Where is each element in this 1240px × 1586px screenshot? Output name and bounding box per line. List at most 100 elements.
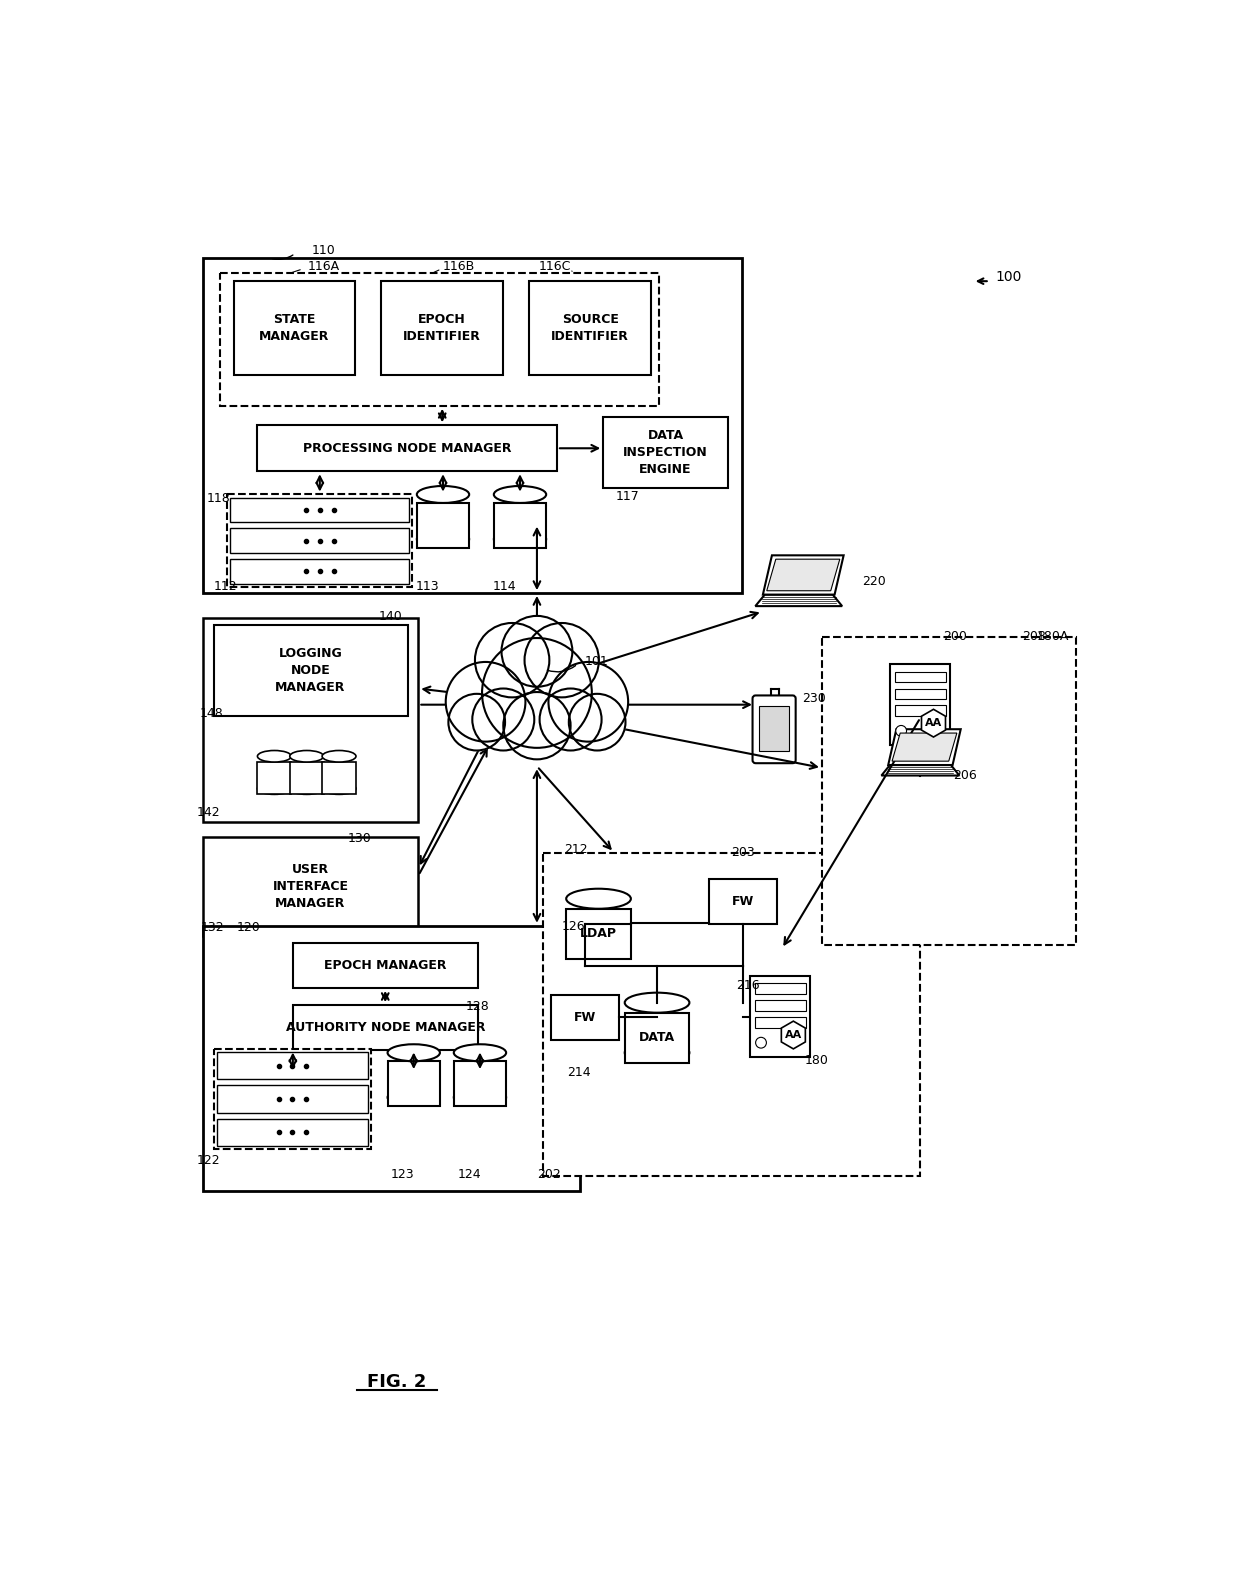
Polygon shape [892, 733, 957, 761]
Circle shape [475, 623, 549, 698]
FancyBboxPatch shape [755, 1017, 806, 1028]
Text: 220: 220 [862, 576, 887, 588]
Text: DATA: DATA [639, 1031, 675, 1044]
Text: 216: 216 [737, 979, 760, 993]
Polygon shape [755, 595, 842, 606]
Text: 128: 128 [466, 1001, 490, 1013]
Circle shape [449, 693, 505, 750]
Text: 117: 117 [616, 490, 640, 503]
FancyBboxPatch shape [231, 560, 409, 584]
FancyBboxPatch shape [895, 706, 946, 717]
Ellipse shape [454, 1044, 506, 1061]
Polygon shape [882, 764, 960, 776]
Circle shape [755, 1037, 766, 1048]
FancyBboxPatch shape [417, 503, 469, 547]
Polygon shape [781, 1021, 805, 1048]
FancyBboxPatch shape [233, 281, 355, 376]
Ellipse shape [290, 783, 324, 795]
FancyBboxPatch shape [625, 1013, 689, 1063]
Circle shape [501, 615, 573, 687]
FancyBboxPatch shape [543, 853, 920, 1175]
FancyBboxPatch shape [290, 761, 324, 795]
Text: 122: 122 [197, 1155, 221, 1167]
FancyBboxPatch shape [257, 425, 557, 471]
Text: 200: 200 [944, 630, 967, 644]
FancyBboxPatch shape [322, 761, 356, 795]
FancyBboxPatch shape [750, 975, 810, 1056]
FancyBboxPatch shape [213, 1048, 372, 1148]
Text: 180A: 180A [1037, 630, 1069, 644]
FancyBboxPatch shape [890, 665, 950, 745]
Ellipse shape [567, 888, 631, 909]
Text: DATA
INSPECTION
ENGINE: DATA INSPECTION ENGINE [624, 430, 708, 476]
Ellipse shape [388, 1044, 440, 1061]
Circle shape [445, 661, 526, 742]
Polygon shape [921, 709, 945, 737]
Text: 113: 113 [415, 580, 439, 593]
Text: 208: 208 [1023, 630, 1047, 644]
FancyBboxPatch shape [258, 761, 291, 795]
Text: FW: FW [574, 1010, 595, 1025]
FancyBboxPatch shape [217, 1052, 368, 1078]
FancyBboxPatch shape [203, 617, 418, 822]
Ellipse shape [322, 750, 356, 761]
Ellipse shape [625, 1042, 689, 1063]
Text: 116B: 116B [443, 260, 475, 273]
Ellipse shape [258, 783, 291, 795]
FancyBboxPatch shape [753, 695, 796, 763]
Text: AUTHORITY NODE MANAGER: AUTHORITY NODE MANAGER [285, 1021, 485, 1034]
FancyBboxPatch shape [231, 498, 409, 522]
Text: 118: 118 [206, 492, 231, 504]
Text: 110: 110 [311, 244, 336, 257]
Ellipse shape [417, 531, 469, 547]
FancyBboxPatch shape [227, 495, 412, 587]
Text: FIG. 2: FIG. 2 [367, 1373, 427, 1391]
Circle shape [525, 623, 599, 698]
Text: 112: 112 [215, 580, 238, 593]
Text: 148: 148 [200, 707, 224, 720]
FancyBboxPatch shape [388, 1061, 440, 1105]
Text: 212: 212 [564, 842, 588, 856]
Text: 130: 130 [348, 833, 372, 845]
Polygon shape [763, 555, 843, 595]
FancyBboxPatch shape [759, 706, 789, 750]
Text: USER
INTERFACE
MANAGER: USER INTERFACE MANAGER [273, 863, 348, 910]
Text: 120: 120 [237, 921, 260, 934]
Ellipse shape [322, 783, 356, 795]
Text: 230: 230 [802, 691, 826, 706]
Polygon shape [766, 560, 839, 590]
Circle shape [569, 693, 625, 750]
Circle shape [482, 638, 591, 749]
Circle shape [472, 688, 534, 750]
FancyBboxPatch shape [203, 926, 580, 1191]
Text: 114: 114 [492, 580, 516, 593]
FancyBboxPatch shape [217, 1118, 368, 1147]
FancyBboxPatch shape [755, 983, 806, 994]
FancyBboxPatch shape [709, 880, 777, 925]
FancyBboxPatch shape [203, 259, 742, 593]
Ellipse shape [454, 1090, 506, 1105]
Text: 116A: 116A [308, 260, 340, 273]
Circle shape [503, 691, 570, 760]
FancyBboxPatch shape [293, 1006, 477, 1050]
Text: 116C: 116C [538, 260, 570, 273]
Circle shape [548, 661, 629, 742]
Text: 203: 203 [732, 845, 755, 860]
FancyBboxPatch shape [895, 671, 946, 682]
Text: LDAP: LDAP [580, 928, 618, 940]
FancyBboxPatch shape [454, 1061, 506, 1105]
Ellipse shape [388, 1090, 440, 1105]
FancyBboxPatch shape [822, 638, 1076, 945]
FancyBboxPatch shape [895, 688, 946, 699]
Text: SOURCE
IDENTIFIER: SOURCE IDENTIFIER [551, 312, 629, 343]
Text: AA: AA [785, 1029, 802, 1040]
FancyBboxPatch shape [219, 273, 658, 406]
FancyBboxPatch shape [529, 281, 651, 376]
FancyBboxPatch shape [494, 503, 546, 547]
FancyBboxPatch shape [231, 528, 409, 554]
Text: 126: 126 [562, 920, 585, 933]
FancyBboxPatch shape [551, 994, 619, 1040]
Text: 214: 214 [567, 1066, 590, 1078]
Polygon shape [888, 730, 961, 764]
FancyBboxPatch shape [755, 1001, 806, 1012]
